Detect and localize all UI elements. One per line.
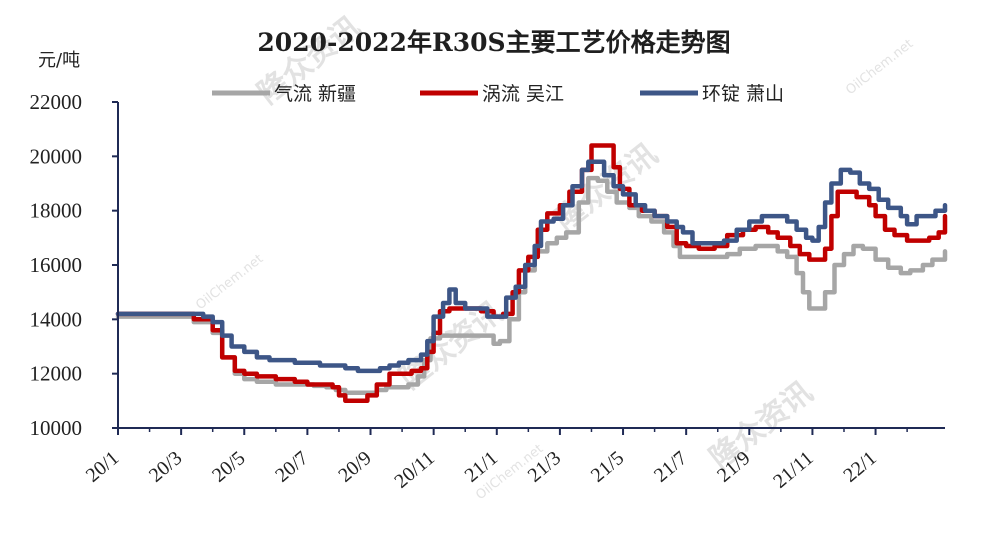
x-tick-label: 21/5 — [587, 447, 628, 487]
y-tick-label: 18000 — [30, 199, 83, 223]
y-tick-label: 14000 — [30, 307, 83, 331]
chart-title: 2020-2022年R30S主要工艺价格走势图 — [257, 28, 730, 57]
x-tick-label: 20/9 — [334, 447, 375, 487]
x-tick-label: 20/5 — [208, 447, 249, 487]
x-tick-label: 20/1 — [82, 447, 123, 487]
legend-label: 环锭 萧山 — [702, 83, 784, 105]
y-tick-label: 16000 — [30, 253, 83, 277]
x-tick-label: 20/3 — [145, 447, 186, 487]
watermark-text: OilChem.net — [843, 37, 916, 99]
y-axis-unit: 元/吨 — [38, 50, 80, 71]
watermark-text: OilChem.net — [193, 252, 266, 314]
x-tick-label: 22/1 — [839, 447, 880, 487]
x-tick-label: 20/11 — [390, 447, 438, 493]
series-line — [115, 159, 948, 374]
y-tick-label: 10000 — [30, 416, 83, 440]
y-tick-label: 20000 — [30, 144, 83, 168]
series-line — [115, 143, 948, 404]
series-layer — [115, 143, 948, 404]
legend: 气流 新疆 涡流 吴江 环锭 萧山 — [212, 83, 784, 105]
x-tick-label: 20/7 — [271, 447, 312, 487]
series-line — [115, 175, 948, 395]
y-tick-label: 22000 — [30, 90, 83, 114]
x-tick-label: 21/11 — [769, 447, 817, 493]
y-tick-label: 12000 — [30, 362, 83, 386]
legend-label: 涡流 吴江 — [482, 83, 564, 105]
x-tick-label: 21/7 — [650, 447, 691, 487]
legend-label: 气流 新疆 — [274, 83, 356, 105]
